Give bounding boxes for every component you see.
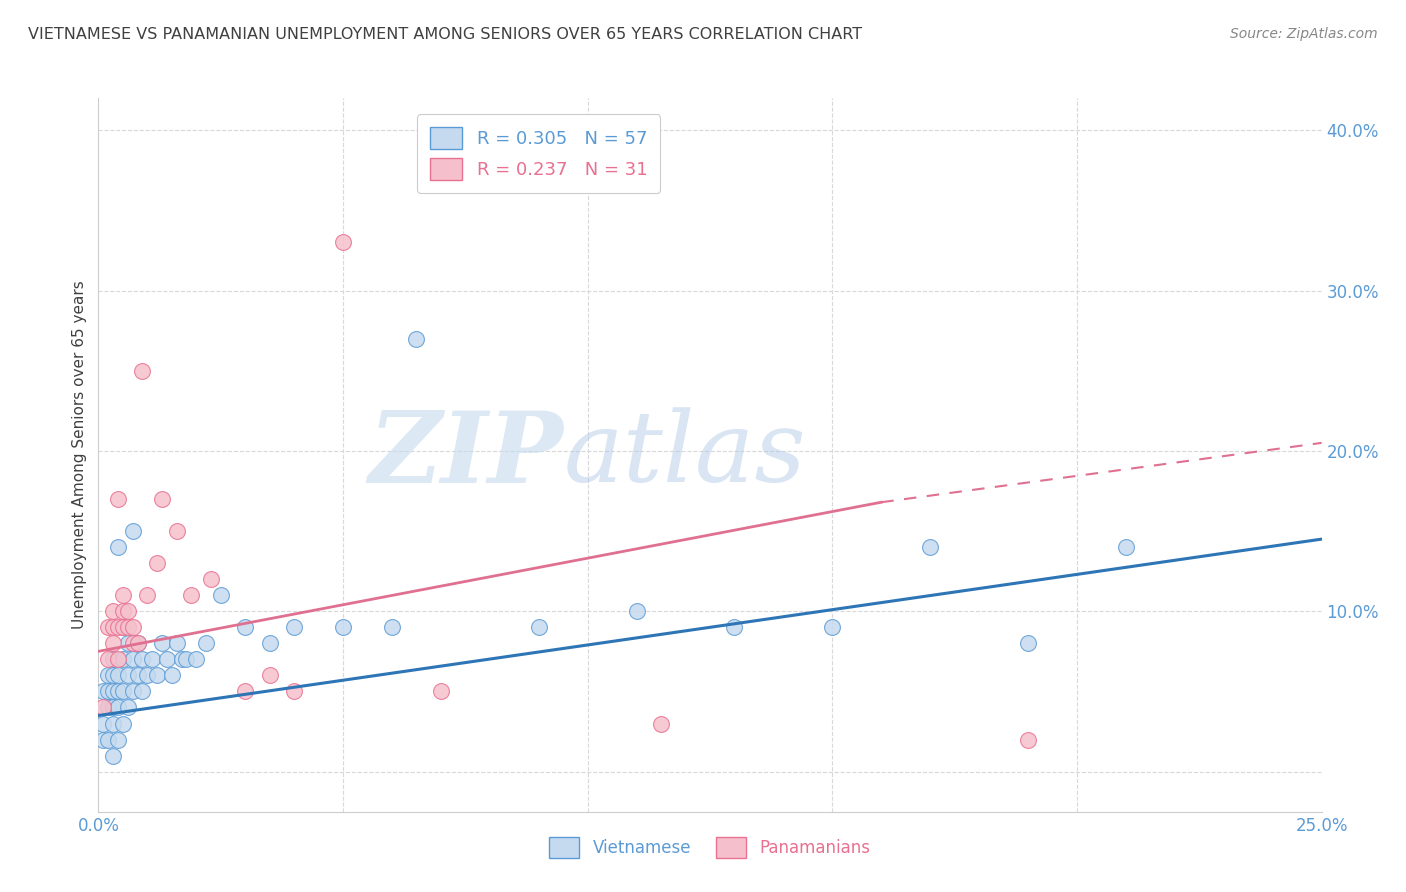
Point [821, 620, 844, 634]
Legend: Vietnamese, Panamanians: Vietnamese, Panamanians [540, 827, 880, 868]
Point [91, 684, 114, 698]
Point [121, 684, 143, 698]
Point [1017, 732, 1039, 747]
Point [405, 332, 427, 346]
Point [101, 652, 124, 666]
Point [136, 588, 159, 602]
Point [259, 636, 281, 650]
Point [195, 636, 218, 650]
Text: atlas: atlas [564, 408, 806, 502]
Point [97, 668, 120, 682]
Point [136, 668, 159, 682]
Point [107, 700, 129, 714]
Point [186, 652, 208, 666]
Point [150, 636, 173, 650]
Point [920, 540, 942, 554]
Point [107, 668, 129, 682]
Point [233, 620, 256, 634]
Point [117, 700, 139, 714]
Point [259, 668, 281, 682]
Point [111, 652, 134, 666]
Point [101, 636, 124, 650]
Point [91, 716, 114, 731]
Point [166, 524, 188, 538]
Point [283, 620, 305, 634]
Point [381, 620, 404, 634]
Point [650, 716, 672, 731]
Point [127, 668, 149, 682]
Point [111, 684, 134, 698]
Text: Source: ZipAtlas.com: Source: ZipAtlas.com [1230, 27, 1378, 41]
Point [1115, 540, 1137, 554]
Point [101, 668, 124, 682]
Point [180, 588, 202, 602]
Point [117, 620, 139, 634]
Point [332, 235, 354, 250]
Text: ZIP: ZIP [368, 407, 564, 503]
Point [111, 588, 134, 602]
Point [156, 652, 179, 666]
Point [121, 524, 143, 538]
Point [160, 668, 183, 682]
Point [107, 732, 129, 747]
Point [141, 652, 163, 666]
Point [332, 620, 354, 634]
Point [146, 668, 169, 682]
Point [101, 700, 124, 714]
Point [117, 668, 139, 682]
Point [101, 684, 124, 698]
Text: VIETNAMESE VS PANAMANIAN UNEMPLOYMENT AMONG SENIORS OVER 65 YEARS CORRELATION CH: VIETNAMESE VS PANAMANIAN UNEMPLOYMENT AM… [28, 27, 862, 42]
Point [150, 491, 173, 506]
Point [209, 588, 232, 602]
Point [97, 652, 120, 666]
Point [111, 620, 134, 634]
Point [127, 636, 149, 650]
Point [170, 652, 193, 666]
Point [626, 604, 648, 618]
Point [176, 652, 198, 666]
Point [111, 716, 134, 731]
Point [121, 652, 143, 666]
Point [107, 540, 129, 554]
Point [107, 684, 129, 698]
Point [91, 700, 114, 714]
Point [146, 556, 169, 570]
Point [121, 636, 143, 650]
Point [107, 652, 129, 666]
Point [131, 652, 153, 666]
Point [111, 620, 134, 634]
Point [101, 620, 124, 634]
Point [1017, 636, 1039, 650]
Point [723, 620, 745, 634]
Point [111, 604, 134, 618]
Point [97, 732, 120, 747]
Point [131, 684, 153, 698]
Point [107, 620, 129, 634]
Point [233, 684, 256, 698]
Point [97, 700, 120, 714]
Point [200, 572, 222, 586]
Point [107, 491, 129, 506]
Point [101, 748, 124, 763]
Point [97, 684, 120, 698]
Point [117, 636, 139, 650]
Point [117, 604, 139, 618]
Point [166, 636, 188, 650]
Point [91, 732, 114, 747]
Point [101, 604, 124, 618]
Point [97, 620, 120, 634]
Point [121, 620, 143, 634]
Point [127, 636, 149, 650]
Point [430, 684, 453, 698]
Point [101, 716, 124, 731]
Point [131, 364, 153, 378]
Point [283, 684, 305, 698]
Point [527, 620, 550, 634]
Y-axis label: Unemployment Among Seniors over 65 years: Unemployment Among Seniors over 65 years [72, 281, 87, 629]
